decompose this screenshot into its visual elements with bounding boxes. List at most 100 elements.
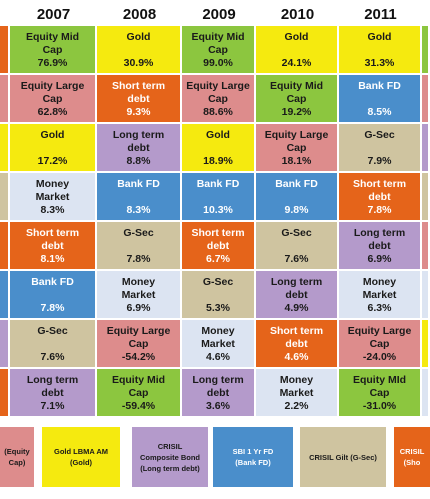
return-cell: Gold 17.2% — [10, 124, 97, 173]
legend-item: (Equity Cap) — [0, 427, 34, 487]
year-header: 2010 — [280, 6, 315, 23]
return-cell: Bank FD 7.8% — [10, 271, 97, 320]
return-cell: G-Sec 7.6% — [10, 320, 97, 369]
asset-name: Bank FD — [275, 178, 318, 190]
return-cell: Money Market 4.6% — [182, 320, 256, 369]
legend-item: CRISIL (Sho — [394, 427, 430, 487]
return-value: -59.4% — [121, 399, 156, 412]
right-edge-cell — [422, 369, 430, 418]
return-cell: Short term debt 8.1% — [10, 222, 97, 271]
asset-name: Short term debt — [25, 227, 80, 252]
legend-item: CRISIL Gilt (G-Sec) — [300, 427, 386, 487]
asset-name: Gold — [40, 129, 65, 141]
return-value: 8.1% — [40, 252, 65, 265]
asset-name: Equity Large Cap — [264, 129, 329, 154]
return-value: -31.0% — [362, 399, 397, 412]
return-value: 9.8% — [284, 203, 309, 216]
return-value: 5.3% — [206, 301, 230, 314]
return-cell: Long term debt 4.9% — [256, 271, 339, 320]
return-value: 7.9% — [367, 154, 392, 167]
left-edge-cell — [0, 271, 10, 320]
return-value: 7.1% — [40, 399, 65, 412]
return-value: 4.6% — [284, 350, 309, 363]
asset-name: Money Market — [35, 178, 70, 203]
return-value: 8.8% — [126, 154, 151, 167]
asset-name: Equity Mid Cap — [191, 31, 245, 56]
return-value: 10.3% — [203, 203, 233, 216]
return-value: 17.2% — [37, 154, 68, 167]
asset-name: Bank FD — [196, 178, 240, 190]
left-edge-cell — [0, 26, 10, 75]
return-value: 7.6% — [284, 252, 309, 265]
return-cell: Short term debt 9.3% — [97, 75, 182, 124]
asset-name: Short term debt — [191, 227, 245, 252]
return-cell: Short term debt 6.7% — [182, 222, 256, 271]
return-value: 88.6% — [203, 105, 233, 118]
return-cell: Equity Large Cap 88.6% — [182, 75, 256, 124]
return-value: 9.3% — [126, 105, 151, 118]
asset-name: Gold — [284, 31, 309, 43]
right-edge-cell — [422, 173, 430, 222]
return-cell: Long term debt 8.8% — [97, 124, 182, 173]
return-cell: Equity Mid Cap 99.0% — [182, 26, 256, 75]
return-value: -24.0% — [362, 350, 397, 363]
asset-name: Long term debt — [26, 374, 79, 399]
legend-item: SBI 1 Yr FD (Bank FD) — [213, 427, 293, 487]
return-cell: Gold 24.1% — [256, 26, 339, 75]
return-cell: Money Market 8.3% — [10, 173, 97, 222]
return-value: -54.2% — [121, 350, 156, 363]
asset-name: Equity Mid Cap — [111, 374, 166, 399]
asset-name: Equity Large Cap — [347, 325, 412, 350]
year-header: 2007 — [36, 6, 71, 23]
return-value: 18.1% — [281, 154, 312, 167]
asset-name: Equity Large Cap — [186, 80, 250, 105]
asset-name: Short term debt — [111, 80, 166, 105]
return-value: 18.9% — [203, 154, 233, 167]
asset-name: Equity MId Cap — [352, 374, 407, 399]
return-value: 7.8% — [126, 252, 151, 265]
return-cell: Long term debt 6.9% — [339, 222, 422, 271]
return-value: 7.6% — [40, 350, 65, 363]
asset-name: G-Sec — [123, 227, 154, 239]
return-cell: Money Market 6.9% — [97, 271, 182, 320]
asset-name: Money Market — [201, 325, 235, 350]
return-cell: Equity Mid Cap -59.4% — [97, 369, 182, 418]
return-value: 8.5% — [367, 105, 392, 118]
asset-name: G-Sec — [281, 227, 312, 239]
return-cell: G-Sec 7.6% — [256, 222, 339, 271]
asset-name: Bank FD — [31, 276, 74, 288]
right-edge-cell — [422, 26, 430, 75]
return-cell: Equity Large Cap 62.8% — [10, 75, 97, 124]
year-header: 2008 — [122, 6, 157, 23]
right-edge-cell — [422, 124, 430, 173]
return-cell: Gold 30.9% — [97, 26, 182, 75]
return-value: 6.7% — [206, 252, 230, 265]
return-value: 30.9% — [123, 56, 154, 69]
left-edge-cell — [0, 124, 10, 173]
asset-name: G-Sec — [37, 325, 68, 337]
return-cell: Equity Large Cap -24.0% — [339, 320, 422, 369]
right-edge-cell — [422, 222, 430, 271]
left-edge-cell — [0, 75, 10, 124]
return-value: 6.3% — [367, 301, 392, 314]
year-header: 2009 — [202, 6, 236, 23]
year-header: 2011 — [364, 6, 397, 23]
legend-item: CRISIL Composite Bond (Long term debt) — [132, 427, 208, 487]
return-value: 6.9% — [367, 252, 392, 265]
asset-name: Gold — [126, 31, 151, 43]
return-value: 24.1% — [281, 56, 312, 69]
asset-name: Long term debt — [192, 374, 244, 399]
return-value: 8.3% — [40, 203, 65, 216]
asset-name: G-Sec — [364, 129, 395, 141]
return-cell: Money Market 2.2% — [256, 369, 339, 418]
return-cell: Bank FD 9.8% — [256, 173, 339, 222]
return-cell: G-Sec 5.3% — [182, 271, 256, 320]
return-value: 19.2% — [281, 105, 312, 118]
return-value: 2.2% — [284, 399, 309, 412]
return-cell: Equity Large Cap -54.2% — [97, 320, 182, 369]
return-cell: Bank FD 8.3% — [97, 173, 182, 222]
asset-name: Money Market — [279, 374, 314, 399]
return-cell: Equity Mid Cap 19.2% — [256, 75, 339, 124]
legend-item: Gold LBMA AM (Gold) — [42, 427, 120, 487]
return-value: 7.8% — [40, 301, 65, 314]
